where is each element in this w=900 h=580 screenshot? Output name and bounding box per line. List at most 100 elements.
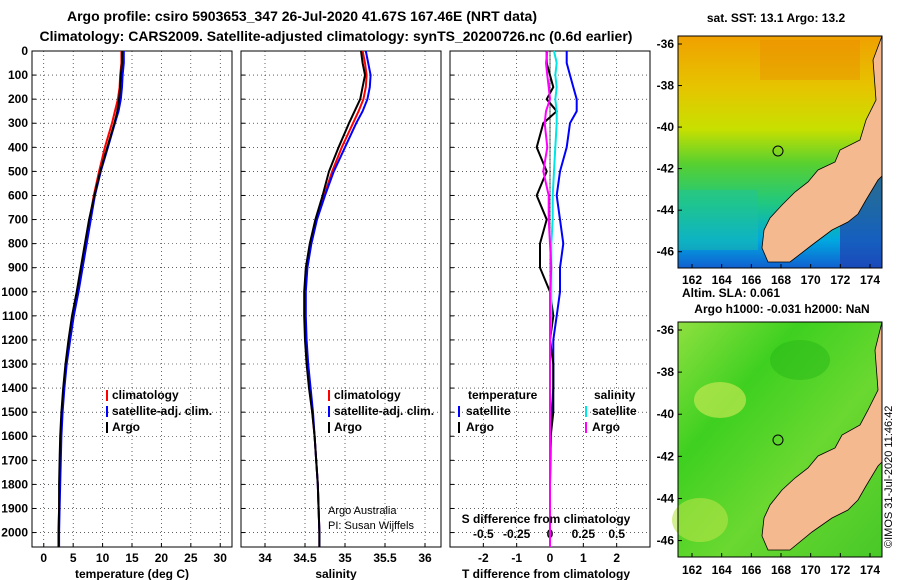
depth-tick-label: 1700 (1, 453, 28, 467)
depth-tick-label: 700 (8, 213, 28, 227)
salinity-tick-label: 35 (338, 551, 352, 565)
sst-map-title: sat. SST: 13.1 Argo: 13.2 (707, 11, 846, 25)
sla-lat-label: -38 (657, 365, 675, 379)
depth-tick-label: 1500 (1, 405, 28, 419)
sla-lon-label: 166 (741, 563, 761, 577)
depth-tick-label: 1000 (1, 285, 28, 299)
s-difference-tick-label: -0.25 (503, 527, 531, 541)
sla-lat-label: -46 (657, 534, 675, 548)
sla-low-patch (770, 340, 830, 380)
temperature-tick-label: 5 (70, 551, 77, 565)
sla-lat-label: -42 (657, 449, 675, 463)
imos-watermark: ©IMOS 31-Jul-2020 11:46:42 (883, 406, 895, 548)
depth-tick-label: 1600 (1, 429, 28, 443)
salinity-axis-label: salinity (315, 567, 357, 580)
sst-lat-label: -44 (657, 203, 675, 217)
depth-tick-label: 1300 (1, 357, 28, 371)
temperature-argo-line (57, 51, 123, 547)
legend-label-climatology: climatology (112, 388, 179, 402)
sst-lon-label: 168 (771, 273, 791, 287)
legend-heading-salinity: salinity (594, 388, 636, 402)
sla-map-title-2: Argo h1000: -0.031 h2000: NaN (694, 302, 869, 316)
sla-map-title-1: Altim. SLA: 0.061 (682, 286, 780, 300)
sla-map-land-new-zealand (761, 321, 883, 551)
sla-lon-label: 164 (712, 563, 732, 577)
legend-label-climatology: climatology (334, 388, 401, 402)
sst-lon-label: 174 (860, 273, 880, 287)
temperature-tick-label: 10 (96, 551, 110, 565)
sla-high-patch (694, 382, 746, 418)
temperature-tick-label: 30 (214, 551, 228, 565)
sst-lon-label: 170 (801, 273, 821, 287)
depth-tick-label: 200 (8, 92, 28, 106)
depth-tick-label: 400 (8, 140, 28, 154)
t-difference-tick-label: 0 (547, 551, 554, 565)
depth-tick-label: 100 (8, 68, 28, 82)
depth-tick-label: 1100 (2, 309, 28, 323)
t-difference-tick-label: 1 (580, 551, 587, 565)
sst-lat-label: -38 (657, 79, 675, 93)
legend-label-s-argo: Argo (592, 420, 620, 434)
sst-lat-label: -46 (657, 245, 675, 259)
sst-argo-location-marker (772, 145, 784, 157)
temperature-legend: climatology satellite-adj. clim. Argo (106, 388, 212, 434)
legend-label-t-argo: Argo (466, 420, 494, 434)
depth-axis: 0 100 200 300 400 500 600 700 800 900 1000 1100 1200… (1, 44, 28, 540)
depth-tick-label: 1200 (1, 333, 28, 347)
t-difference-tick-label: -2 (478, 551, 489, 565)
sst-lon-label: 164 (712, 273, 732, 287)
depth-tick-label: 500 (8, 164, 28, 178)
x-axes: 0 5 10 15 20 25 30 34 34.5 35 35.5 36 -2 -1 0 1 2 -0.5 -0.… (40, 527, 625, 565)
difference-from-climatology-s-argo-line (542, 50, 553, 547)
sla-lon-label: 168 (771, 563, 791, 577)
salinity-tick-label: 36 (418, 551, 432, 565)
salinity-panel-frame (240, 50, 442, 548)
s-difference-tick-label: -0.5 (473, 527, 494, 541)
salinity-tick-label: 35.5 (373, 551, 397, 565)
depth-tick-label: 0 (21, 44, 28, 58)
sst-map-frame (677, 35, 883, 269)
temperature-tick-label: 0 (40, 551, 47, 565)
legend-label-satellite: satellite-adj. clim. (112, 404, 212, 418)
depth-tick-label: 600 (8, 188, 28, 202)
temperature-tick-label: 15 (125, 551, 139, 565)
sst-lat-label: -36 (657, 37, 675, 51)
sst-lon-label: 162 (682, 273, 702, 287)
salinity-argo-line (303, 50, 367, 547)
legend-label-s-satellite: satellite (592, 404, 637, 418)
sst-lon-label: 166 (741, 273, 761, 287)
t-difference-tick-label: -1 (511, 551, 522, 565)
sla-lat-label: -40 (657, 407, 675, 421)
t-difference-tick-label: 2 (613, 551, 620, 565)
difference-legend: temperature salinity satellite Argo sate… (458, 388, 637, 434)
depth-tick-label: 900 (8, 261, 28, 275)
legend-heading-temperature: temperature (468, 388, 538, 402)
legend-label-argo: Argo (334, 420, 362, 434)
sst-cool-patch (678, 190, 758, 250)
depth-tick-label: 2000 (1, 526, 28, 540)
s-difference-tick-label: 0.5 (608, 527, 625, 541)
salinity-tick-label: 34.5 (293, 551, 317, 565)
sst-map-land-new-zealand (761, 35, 883, 263)
temperature-tick-label: 25 (184, 551, 198, 565)
title-line-2: Climatology: CARS2009. Satellite-adjuste… (40, 28, 633, 44)
profile-lines (57, 50, 578, 547)
credit-line-2: PI: Susan Wijffels (328, 520, 414, 532)
salinity-legend: climatology satellite-adj. clim. Argo (328, 388, 434, 434)
depth-tick-label: 1400 (1, 381, 28, 395)
temperature-satellite-adj-clim--line (58, 51, 125, 547)
sla-lon-label: 162 (682, 563, 702, 577)
sla-lon-label: 170 (801, 563, 821, 577)
sst-map-axes: -36 -38 -40 -42 -44 -46 162 164 166 168 170 172 174 (657, 37, 881, 287)
sla-map-axes: -36 -38 -40 -42 -44 -46 162 164 166 168 170 172 174 (657, 323, 881, 577)
s-difference-tick-label: 0.25 (572, 527, 596, 541)
sla-lon-label: 172 (830, 563, 850, 577)
temperature-axis-label: temperature (deg C) (75, 567, 189, 580)
depth-tick-label: 800 (8, 237, 28, 251)
sla-map-frame (677, 321, 883, 558)
sla-high-patch (672, 498, 728, 542)
salinity-tick-label: 34 (258, 551, 272, 565)
sla-lon-label: 174 (860, 563, 880, 577)
sst-lat-label: -40 (657, 120, 675, 134)
